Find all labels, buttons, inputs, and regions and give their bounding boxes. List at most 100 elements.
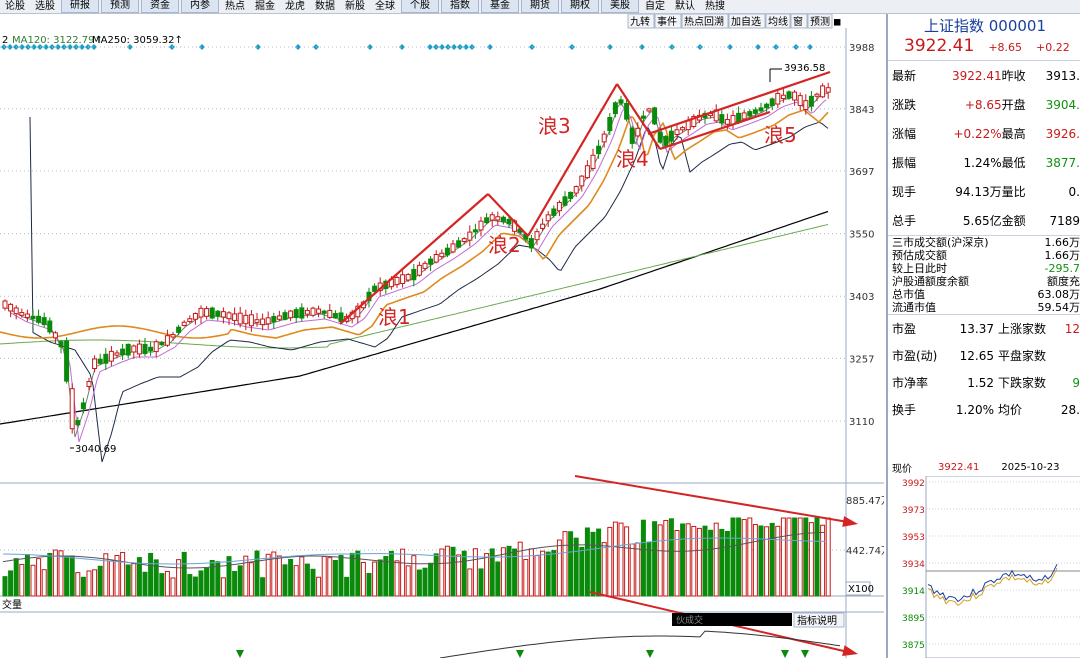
event-marker-icon[interactable] <box>199 44 205 50</box>
volume-bar[interactable] <box>142 571 148 597</box>
candle-body[interactable] <box>506 218 512 225</box>
volume-bar[interactable] <box>80 576 86 597</box>
volume-bar[interactable] <box>103 553 109 597</box>
candle-body[interactable] <box>248 314 254 327</box>
candle-body[interactable] <box>276 315 282 320</box>
candle-body[interactable] <box>747 111 753 117</box>
volume-bar[interactable] <box>696 527 702 597</box>
event-marker-icon[interactable] <box>367 44 373 50</box>
candle-body[interactable] <box>528 238 534 249</box>
chart-tool-2[interactable]: 热点回溯 <box>681 13 729 29</box>
menu-item-0[interactable]: 论股 <box>5 1 25 12</box>
event-marker-icon[interactable] <box>127 44 133 50</box>
candle-body[interactable] <box>114 352 120 356</box>
candle-body[interactable] <box>47 320 53 333</box>
volume-bar[interactable] <box>310 568 316 597</box>
volume-bar[interactable] <box>360 561 366 597</box>
volume-bar[interactable] <box>198 570 204 597</box>
volume-bar[interactable] <box>736 517 742 597</box>
volume-bar[interactable] <box>19 563 25 597</box>
menu-item-2[interactable]: 研报 <box>61 0 99 13</box>
candle-body[interactable] <box>825 87 831 93</box>
volume-bar[interactable] <box>254 550 260 597</box>
volume-bar[interactable] <box>265 553 271 597</box>
volume-bar[interactable] <box>338 554 344 597</box>
candle-body[interactable] <box>187 318 193 323</box>
candle-body[interactable] <box>752 109 758 114</box>
volume-bar[interactable] <box>534 555 540 597</box>
candle-body[interactable] <box>484 217 490 224</box>
volume-bar[interactable] <box>405 565 411 597</box>
candle-body[interactable] <box>8 303 14 312</box>
candle-body[interactable] <box>568 191 574 199</box>
candle-body[interactable] <box>652 107 658 125</box>
candle-body[interactable] <box>52 332 58 339</box>
event-marker-icon[interactable] <box>807 44 813 50</box>
volume-bar[interactable] <box>584 527 590 597</box>
candle-body[interactable] <box>691 115 697 127</box>
volume-bar[interactable] <box>52 549 58 597</box>
candle-body[interactable] <box>299 307 305 319</box>
volume-bar[interactable] <box>108 560 114 597</box>
candle-body[interactable] <box>19 312 25 316</box>
candle-body[interactable] <box>601 133 607 143</box>
volume-bar[interactable] <box>562 531 568 597</box>
volume-bar[interactable] <box>416 569 422 597</box>
candle-body[interactable] <box>478 220 484 231</box>
candle-body[interactable] <box>131 345 137 353</box>
volume-bar[interactable] <box>64 555 70 597</box>
candle-body[interactable] <box>80 402 86 410</box>
volume-bar[interactable] <box>377 559 383 597</box>
volume-bar[interactable] <box>243 555 249 597</box>
event-marker-icon[interactable] <box>295 44 301 50</box>
volume-bar[interactable] <box>472 548 478 597</box>
volume-bar[interactable] <box>808 522 814 597</box>
candle-body[interactable] <box>422 262 428 269</box>
volume-bar[interactable] <box>484 553 490 597</box>
candle-body[interactable] <box>450 243 456 253</box>
candle-body[interactable] <box>2 300 8 309</box>
volume-bar[interactable] <box>680 523 686 597</box>
event-marker-icon[interactable] <box>439 44 445 50</box>
volume-bar[interactable] <box>444 545 450 597</box>
candle-body[interactable] <box>534 231 540 241</box>
candle-body[interactable] <box>97 358 103 364</box>
candle-body[interactable] <box>786 91 792 99</box>
candle-body[interactable] <box>612 102 618 115</box>
event-marker-icon[interactable] <box>427 44 433 50</box>
candle-body[interactable] <box>400 274 406 284</box>
candle-body[interactable] <box>204 308 210 317</box>
candle-body[interactable] <box>803 100 809 110</box>
volume-bar[interactable] <box>181 551 187 597</box>
candle-body[interactable] <box>142 343 148 355</box>
candle-body[interactable] <box>668 130 674 142</box>
candle-body[interactable] <box>405 274 411 281</box>
volume-bar[interactable] <box>400 548 406 597</box>
volume-bar[interactable] <box>713 522 719 597</box>
candle-body[interactable] <box>724 119 730 125</box>
menu-item-10[interactable]: 新股 <box>345 1 365 12</box>
candle-body[interactable] <box>428 258 434 265</box>
event-marker-icon[interactable] <box>255 44 261 50</box>
event-marker-icon[interactable] <box>91 44 97 50</box>
volume-bar[interactable] <box>120 551 126 597</box>
chart-tool-4[interactable]: 均线 <box>765 13 791 29</box>
volume-bar[interactable] <box>276 555 282 597</box>
candle-body[interactable] <box>495 216 501 221</box>
candle-body[interactable] <box>674 129 680 136</box>
volume-bar[interactable] <box>523 559 529 597</box>
volume-bar[interactable] <box>248 562 254 597</box>
volume-bar[interactable] <box>730 517 736 597</box>
menu-item-20[interactable]: 热搜 <box>705 1 725 12</box>
event-marker-icon[interactable] <box>43 44 49 50</box>
menu-item-12[interactable]: 个股 <box>401 0 439 13</box>
volume-bar[interactable] <box>612 521 618 597</box>
volume-bar[interactable] <box>316 576 322 597</box>
volume-bar[interactable] <box>478 568 484 597</box>
volume-bar[interactable] <box>573 537 579 597</box>
event-marker-icon[interactable] <box>755 44 761 50</box>
volume-bar[interactable] <box>657 524 663 597</box>
volume-bar[interactable] <box>2 576 8 597</box>
candle-body[interactable] <box>327 309 333 318</box>
volume-bar[interactable] <box>226 556 232 597</box>
